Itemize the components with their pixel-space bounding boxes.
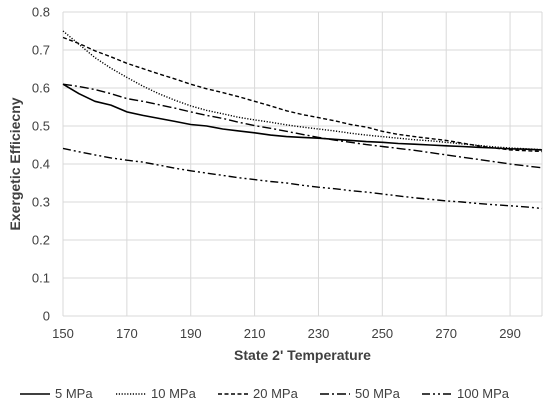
legend-label: 10 MPa: [151, 386, 197, 401]
legend-label: 20 MPa: [253, 386, 299, 401]
series-line-5: [62, 147, 543, 210]
legend-label: 100 MPa: [457, 386, 510, 401]
grid: [62, 11, 543, 317]
y-tick-label: 0.2: [32, 233, 50, 248]
y-tick-label: 0.8: [32, 5, 50, 20]
x-tick-label: 230: [308, 326, 330, 341]
x-axis-title: State 2' Temperature: [234, 347, 371, 363]
legend: 5 MPa 10 MPa 20 MPa 50 MPa 100 MPa: [20, 386, 510, 401]
x-tick-labels: 150 170 190 210 230 250 270 290: [52, 326, 521, 341]
y-tick-label: 0.3: [32, 195, 50, 210]
x-tick-label: 210: [244, 326, 266, 341]
legend-label: 50 MPa: [355, 386, 401, 401]
x-tick-label: 190: [180, 326, 202, 341]
x-tick-label: 170: [116, 326, 138, 341]
series-lines: [62, 30, 543, 210]
x-tick-label: 250: [371, 326, 393, 341]
series-line-2: [62, 30, 543, 151]
series-line-4: [62, 83, 543, 169]
x-tick-label: 150: [52, 326, 74, 341]
y-tick-label: 0.5: [32, 119, 50, 134]
series-line-3: [62, 36, 543, 153]
y-tick-label: 0.1: [32, 271, 50, 286]
y-tick-label: 0.6: [32, 81, 50, 96]
y-axis-title: Exergetic Efficiecny: [7, 97, 23, 230]
x-tick-label: 270: [435, 326, 457, 341]
y-tick-label: 0: [43, 309, 50, 324]
y-tick-label: 0.7: [32, 43, 50, 58]
series-line-1: [62, 83, 543, 151]
y-tick-label: 0.4: [32, 157, 50, 172]
legend-label: 5 MPa: [55, 386, 93, 401]
x-tick-label: 290: [499, 326, 521, 341]
y-tick-labels: 0 0.1 0.2 0.3 0.4 0.5 0.6 0.7 0.8: [32, 5, 50, 324]
